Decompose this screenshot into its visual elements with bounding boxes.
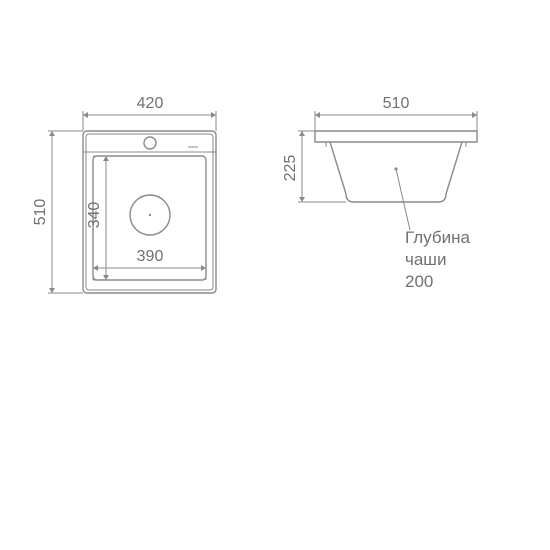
- note-leader: [396, 169, 410, 230]
- dim-inner-height: 340: [86, 202, 103, 229]
- note-depth-value: 200: [405, 272, 433, 291]
- note-line-0: Глубина: [405, 228, 470, 247]
- tap-hole: [144, 137, 156, 149]
- note-line-1: чаши: [405, 250, 446, 269]
- dim-side-depth: 225: [282, 155, 299, 182]
- dim-top-height: 510: [32, 199, 49, 226]
- dim-inner-width: 390: [137, 248, 164, 265]
- dim-side-width: 510: [383, 95, 410, 112]
- drain-dot: [149, 214, 151, 216]
- side-bowl: [330, 142, 462, 202]
- dim-top-width: 420: [137, 95, 164, 112]
- side-view: Глубина чаши 200: [315, 131, 477, 291]
- rim-offset: [86, 134, 213, 290]
